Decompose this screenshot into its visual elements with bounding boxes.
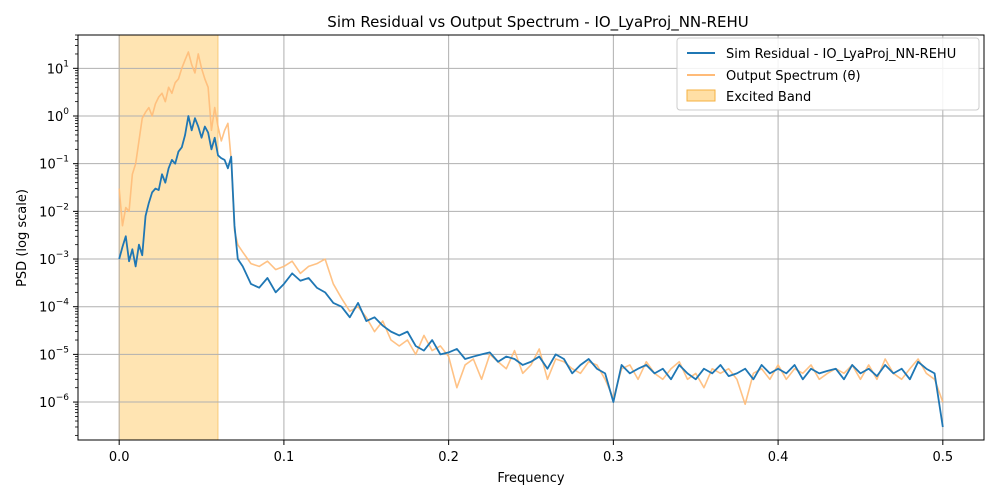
y-tick-label: 10−4 [39, 298, 69, 316]
y-tick-label: 10−2 [39, 202, 69, 220]
legend-label-sim-residual: Sim Residual - IO_LyaProj_NN-REHU [726, 47, 956, 62]
x-tick-label: 0.4 [768, 450, 789, 465]
x-tick-label: 0.2 [438, 450, 459, 465]
excited-band [118, 34, 219, 441]
legend-swatch-excited-band [686, 89, 716, 102]
x-axis-label: Frequency [497, 471, 564, 486]
plot-lines [118, 51, 944, 428]
chart-title: Sim Residual vs Output Spectrum - IO_Lya… [327, 13, 748, 32]
y-axis-label: PSD (log scale) [15, 189, 30, 287]
y-tick-label: 10−6 [39, 393, 69, 411]
x-tick-label: 0.1 [274, 450, 295, 465]
legend-label-excited-band: Excited Band [726, 90, 811, 105]
x-tick-label: 0.3 [603, 450, 624, 465]
x-tick-label: 0.0 [109, 450, 130, 465]
y-tick-label: 10−5 [39, 345, 69, 363]
y-tick-label: 10−3 [39, 250, 69, 268]
x-axis: 0.0 0.1 0.2 0.3 0.4 0.5 [109, 440, 953, 465]
legend-box [676, 37, 980, 111]
legend: Sim Residual - IO_LyaProj_NN-REHU Output… [676, 37, 980, 111]
y-tick-label: 101 [47, 59, 69, 77]
legend-label-output-spectrum: Output Spectrum (θ) [726, 69, 861, 84]
series-line-sim-residual [118, 115, 944, 428]
x-tick-label: 0.5 [932, 450, 953, 465]
y-tick-label: 10−1 [39, 155, 69, 173]
axes-frame [77, 34, 985, 441]
y-axis: 10−6 10−5 10−4 10−3 10−2 10−1 100 101 [39, 34, 78, 436]
y-tick-label: 100 [47, 107, 70, 125]
